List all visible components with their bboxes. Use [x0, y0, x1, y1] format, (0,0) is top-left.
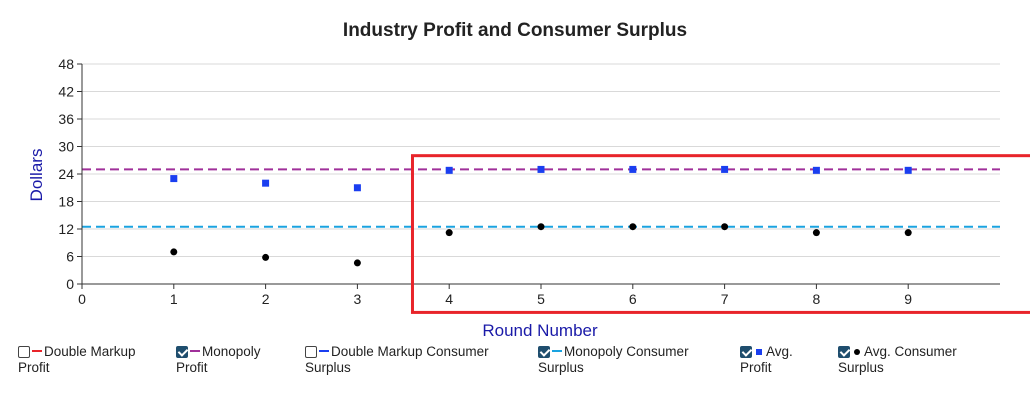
- line-swatch-icon: [552, 350, 562, 352]
- consumer-surplus-point: [904, 229, 912, 237]
- y-tick-label: 30: [58, 139, 74, 155]
- legend-label-line2: Profit: [176, 360, 208, 375]
- legend-label-line1: Avg.: [766, 344, 793, 359]
- axes: [77, 63, 1000, 289]
- legend-label-line1: Avg. Consumer: [864, 344, 957, 359]
- legend-label-line2: Surplus: [838, 360, 884, 375]
- legend-item[interactable]: Double Markup Profit: [18, 344, 136, 376]
- legend-checkbox[interactable]: [740, 346, 752, 358]
- consumer-surplus-point: [445, 229, 453, 237]
- y-tick-label: 36: [58, 111, 74, 127]
- x-tick-label: 9: [904, 291, 912, 307]
- grid: [82, 63, 1000, 257]
- x-tick-label: 2: [262, 291, 270, 307]
- y-tick-label: 6: [66, 249, 74, 265]
- line-swatch-icon: [190, 350, 200, 352]
- y-tick-label: 0: [66, 276, 74, 292]
- legend-item[interactable]: Monopoly Profit: [176, 344, 261, 376]
- profit-point: [721, 165, 729, 173]
- x-tick-label: 6: [629, 291, 637, 307]
- legend-item[interactable]: Avg. Profit: [740, 344, 793, 376]
- chart-title: Industry Profit and Consumer Surplus: [343, 20, 687, 41]
- x-tick-label: 8: [813, 291, 821, 307]
- y-tick-label: 24: [58, 166, 74, 182]
- profit-point: [262, 179, 270, 187]
- chart-svg: Industry Profit and Consumer Surplus 0 6 1…: [27, 20, 1030, 340]
- y-tick-label: 42: [58, 84, 74, 100]
- profit-point: [537, 165, 545, 173]
- reference-lines: [82, 168, 1000, 228]
- x-tick-label: 0: [78, 291, 86, 307]
- legend-label-line2: Surplus: [538, 360, 584, 375]
- x-tick-label: 3: [354, 291, 362, 307]
- consumer-surplus-point: [353, 259, 361, 267]
- legend-item[interactable]: Avg. Consumer Surplus: [838, 344, 957, 376]
- x-tick-label: 1: [170, 291, 178, 307]
- x-tick-label: 5: [537, 291, 545, 307]
- highlight-box: [410, 154, 1030, 314]
- line-swatch-icon: [32, 350, 42, 352]
- profit-point: [812, 166, 820, 174]
- y-tick-label: 18: [58, 194, 74, 210]
- legend-checkbox[interactable]: [838, 346, 850, 358]
- legend-label-line1: Double Markup Consumer: [331, 344, 489, 359]
- y-tick-label: 12: [58, 221, 74, 237]
- x-axis-label: Round Number: [482, 321, 598, 340]
- legend-label-line1: Double Markup: [44, 344, 136, 359]
- legend-item[interactable]: Monopoly Consumer Surplus: [538, 344, 689, 376]
- profit-point: [353, 184, 361, 192]
- y-axis-label: Dollars: [27, 149, 46, 202]
- legend-label-line1: Monopoly: [202, 344, 261, 359]
- consumer-surplus-point: [262, 253, 270, 261]
- legend-checkbox[interactable]: [176, 346, 188, 358]
- consumer-surplus-point: [629, 223, 637, 231]
- legend-checkbox[interactable]: [305, 346, 317, 358]
- x-tick-label: 4: [445, 291, 453, 307]
- square-swatch-icon: [756, 349, 762, 355]
- legend-checkbox[interactable]: [18, 346, 30, 358]
- legend-label-line2: Surplus: [305, 360, 351, 375]
- profit-point: [445, 166, 453, 174]
- y-tick-label: 48: [58, 56, 74, 72]
- dot-swatch-icon: [854, 349, 860, 355]
- consumer-surplus-point: [537, 223, 545, 231]
- consumer-surplus-point: [721, 223, 729, 231]
- consumer-surplus-point: [812, 229, 820, 237]
- legend-label-line2: Profit: [740, 360, 772, 375]
- profit-point: [170, 175, 178, 183]
- legend: Double Markup Profit Monopoly Profit Double …: [0, 344, 1030, 404]
- data-points: [170, 165, 912, 267]
- legend-checkbox[interactable]: [538, 346, 550, 358]
- profit-point: [904, 166, 912, 174]
- line-swatch-icon: [319, 350, 329, 352]
- legend-label-line2: Profit: [18, 360, 50, 375]
- legend-label-line1: Monopoly Consumer: [564, 344, 689, 359]
- profit-point: [629, 165, 637, 173]
- x-tick-label: 7: [721, 291, 729, 307]
- consumer-surplus-point: [170, 248, 178, 256]
- legend-item[interactable]: Double Markup Consumer Surplus: [305, 344, 489, 376]
